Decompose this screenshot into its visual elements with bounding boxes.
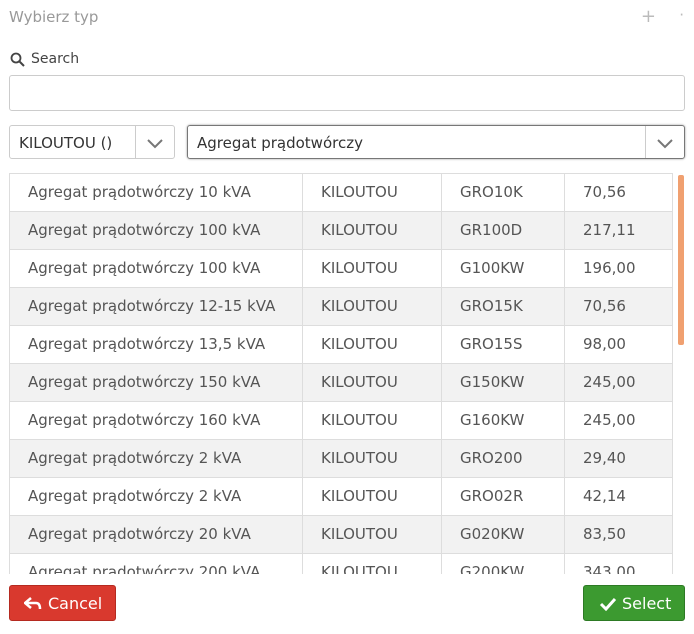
- query-value: Agregat prądotwórczy: [197, 134, 363, 152]
- table-row[interactable]: Agregat prądotwórczy 150 kVA KILOUTOU G150…: [9, 364, 673, 402]
- select-label: Select: [622, 594, 672, 613]
- table-cell: GRO10K: [441, 174, 564, 211]
- table-cell: Agregat prądotwórczy 2 kVA: [9, 440, 302, 477]
- dropdown-toggle[interactable]: [135, 126, 174, 158]
- table-cell: G160KW: [441, 402, 564, 439]
- table-cell: GRO200: [441, 440, 564, 477]
- table-cell: 245,00: [564, 364, 673, 401]
- table-cell: G020KW: [441, 516, 564, 553]
- table-cell: KILOUTOU: [302, 174, 441, 211]
- table-cell: Agregat prądotwórczy 150 kVA: [9, 364, 302, 401]
- dropdown-toggle[interactable]: [645, 126, 684, 158]
- cancel-label: Cancel: [48, 594, 103, 613]
- table-row[interactable]: Agregat prądotwórczy 20 kVA KILOUTOU G020K…: [9, 516, 673, 554]
- supplier-value: KILOUTOU (): [19, 134, 113, 152]
- table-cell: KILOUTOU: [302, 402, 441, 439]
- table-cell: Agregat prądotwórczy 160 kVA: [9, 402, 302, 439]
- add-button[interactable]: +: [640, 6, 656, 27]
- table-cell: KILOUTOU: [302, 478, 441, 515]
- table-cell: Agregat prądotwórczy 12-15 kVA: [9, 288, 302, 325]
- table-row[interactable]: Agregat prądotwórczy 13,5 kVA KILOUTOU GRO…: [9, 326, 673, 364]
- table-cell: 29,40: [564, 440, 673, 477]
- table-cell: KILOUTOU: [302, 288, 441, 325]
- table-cell: Agregat prądotwórczy 10 kVA: [9, 174, 302, 211]
- dialog-title: Wybierz typ: [9, 8, 99, 26]
- table-row[interactable]: Agregat prądotwórczy 100 kVA KILOUTOU GR10…: [9, 212, 673, 250]
- search-input[interactable]: [9, 75, 685, 111]
- table-cell: Agregat prądotwórczy 20 kVA: [9, 516, 302, 553]
- cancel-button[interactable]: Cancel: [9, 585, 116, 621]
- table-cell: 217,11: [564, 212, 673, 249]
- table-cell: 70,56: [564, 288, 673, 325]
- table-cell: GRO15S: [441, 326, 564, 363]
- table-cell: 70,56: [564, 174, 673, 211]
- table-cell: GRO02R: [441, 478, 564, 515]
- scrollbar[interactable]: [678, 175, 684, 345]
- table-cell: 343,00: [564, 554, 673, 574]
- table-cell: 196,00: [564, 250, 673, 287]
- table-cell: KILOUTOU: [302, 212, 441, 249]
- table-cell: KILOUTOU: [302, 250, 441, 287]
- table-cell: 98,00: [564, 326, 673, 363]
- close-button[interactable]: ·: [679, 6, 684, 24]
- table-row[interactable]: Agregat prądotwórczy 12-15 kVA KILOUTOU GR…: [9, 288, 673, 326]
- supplier-select[interactable]: KILOUTOU (): [9, 125, 175, 159]
- table-cell: Agregat prądotwórczy 100 kVA: [9, 250, 302, 287]
- table-cell: 83,50: [564, 516, 673, 553]
- table-cell: GRO15K: [441, 288, 564, 325]
- table-cell: GR100D: [441, 212, 564, 249]
- table-row[interactable]: Agregat prądotwórczy 200 kVA KILOUTOU G200…: [9, 554, 673, 574]
- table-cell: G200KW: [441, 554, 564, 574]
- table-cell: G150KW: [441, 364, 564, 401]
- table-cell: KILOUTOU: [302, 516, 441, 553]
- table-cell: Agregat prądotwórczy 13,5 kVA: [9, 326, 302, 363]
- table-cell: 42,14: [564, 478, 673, 515]
- query-select[interactable]: Agregat prądotwórczy: [187, 125, 685, 159]
- table-cell: KILOUTOU: [302, 364, 441, 401]
- search-label: Search: [31, 51, 80, 67]
- table-cell: KILOUTOU: [302, 326, 441, 363]
- table-row[interactable]: Agregat prądotwórczy 10 kVA KILOUTOU GRO10…: [9, 174, 673, 212]
- table-cell: G100KW: [441, 250, 564, 287]
- table-row[interactable]: Agregat prądotwórczy 2 kVA KILOUTOU GRO200…: [9, 440, 673, 478]
- table-cell: KILOUTOU: [302, 554, 441, 574]
- table-cell: Agregat prądotwórczy 2 kVA: [9, 478, 302, 515]
- table-row[interactable]: Agregat prądotwórczy 100 kVA KILOUTOU G100…: [9, 250, 673, 288]
- table-cell: Agregat prądotwórczy 100 kVA: [9, 212, 302, 249]
- table-row[interactable]: Agregat prądotwórczy 2 kVA KILOUTOU GRO02R…: [9, 478, 673, 516]
- search-icon: [10, 52, 25, 67]
- table-cell: Agregat prądotwórczy 200 kVA: [9, 554, 302, 574]
- select-button[interactable]: Select: [583, 585, 685, 621]
- table-cell: 245,00: [564, 402, 673, 439]
- table-cell: KILOUTOU: [302, 440, 441, 477]
- results-table: Agregat prądotwórczy 10 kVA KILOUTOU GRO10…: [9, 173, 673, 574]
- table-row[interactable]: Agregat prądotwórczy 160 kVA KILOUTOU G160…: [9, 402, 673, 440]
